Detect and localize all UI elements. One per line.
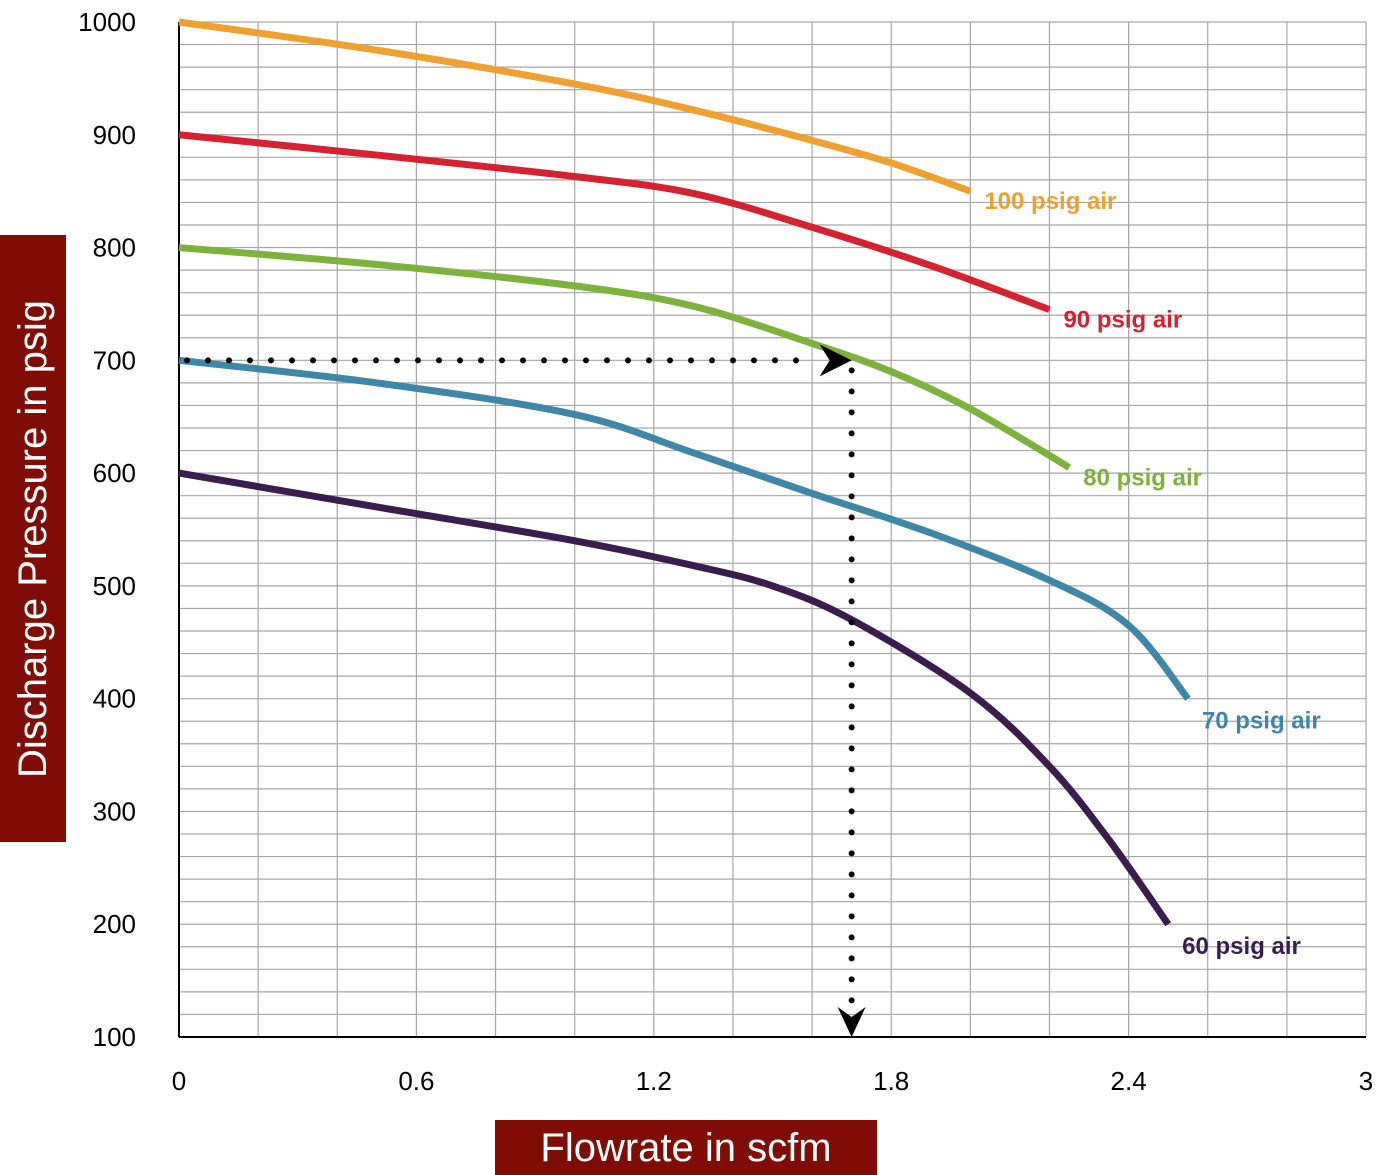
y-tick-label: 400 xyxy=(93,684,136,714)
y-tick-label: 600 xyxy=(93,458,136,488)
series-line-3 xyxy=(178,356,1191,701)
series-line-1 xyxy=(178,131,1051,313)
y-tick-label: 800 xyxy=(93,233,136,263)
x-tick-label: 2.4 xyxy=(1111,1066,1147,1096)
series-lines xyxy=(178,18,1191,927)
series-label-3: 70 psig air xyxy=(1202,708,1321,735)
series-label-2: 80 psig air xyxy=(1083,464,1202,491)
axes xyxy=(178,22,1366,1038)
series-label-0: 100 psig air xyxy=(984,188,1116,215)
y-tick-label: 500 xyxy=(93,571,136,601)
y-tick-label: 900 xyxy=(93,120,136,150)
x-axis-title: Flowrate in scfm xyxy=(495,1120,877,1175)
y-axis-title: Discharge Pressure in psig xyxy=(0,235,66,842)
grid xyxy=(178,21,1367,1038)
x-tick-label: 0 xyxy=(172,1066,186,1096)
x-tick-label: 3 xyxy=(1359,1066,1373,1096)
y-tick-label: 1000 xyxy=(78,7,136,37)
series-line-4 xyxy=(178,469,1172,927)
y-axis-title-text: Discharge Pressure in psig xyxy=(11,299,55,778)
x-tick-label: 1.8 xyxy=(873,1066,909,1096)
series-line-2 xyxy=(178,244,1072,471)
y-tick-label: 700 xyxy=(93,345,136,375)
guide-lines xyxy=(184,344,866,1037)
x-axis-title-text: Flowrate in scfm xyxy=(540,1125,832,1170)
y-tick-label: 100 xyxy=(93,1022,136,1052)
guide-arrowhead-down xyxy=(837,1007,866,1037)
tick-labels: 0 0.6 1.2 1.8 2.4 3 100 200 300 400 500 600 700 800 90… xyxy=(78,7,1373,1096)
series-line-0 xyxy=(178,18,972,195)
series-label-1: 90 psig air xyxy=(1063,307,1182,334)
series-labels: 100 psig air 90 psig air 80 psig air 70 psi… xyxy=(984,188,1320,960)
series-label-4: 60 psig air xyxy=(1182,933,1301,960)
x-tick-label: 1.2 xyxy=(636,1066,672,1096)
guide-arrowhead-right xyxy=(819,344,852,377)
y-tick-label: 200 xyxy=(93,909,136,939)
x-tick-label: 0.6 xyxy=(398,1066,434,1096)
y-tick-label: 300 xyxy=(93,796,136,826)
